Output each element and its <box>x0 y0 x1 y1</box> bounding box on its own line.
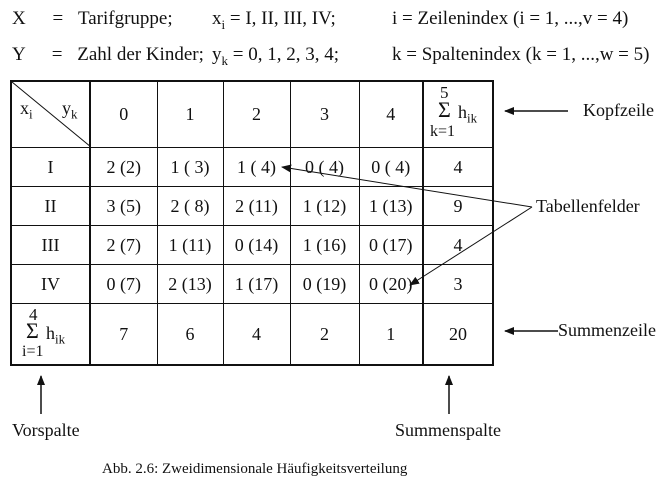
table-cell: 2 (2) <box>89 147 158 187</box>
table-cell: 1 (13) <box>358 186 424 226</box>
sum-row: 4 Σ hik i=1 7 6 4 2 1 20 <box>10 303 494 366</box>
figure-caption: Abb. 2.6: Zweidimensionale Häufigkeitsve… <box>102 461 408 477</box>
table-cell: 0 (19) <box>289 264 360 304</box>
table-cell: 0 ( 4) <box>289 147 360 187</box>
row-sum: 4 <box>422 147 494 187</box>
table-cell: 1 (17) <box>222 264 291 304</box>
table-cell: 2 ( 8) <box>156 186 224 226</box>
column-sum: 1 <box>358 303 424 366</box>
column-sum: 2 <box>289 303 360 366</box>
definition-line-y: Y = Zahl der Kinder; yk = 0, 1, 2, 3, 4;… <box>12 44 670 68</box>
sym-x: x <box>212 8 222 29</box>
table-cell: 0 (14) <box>222 225 291 265</box>
label-summenspalte: Summenspalte <box>395 420 501 440</box>
var-y-name: Zahl der Kinder; <box>77 44 204 65</box>
column-sum: 6 <box>156 303 224 366</box>
h-symbol: h <box>458 102 467 122</box>
sum-column-header: 5 Σ hik k=1 <box>422 80 494 148</box>
header-row: xi yk 0 1 2 3 4 5 Σ hik k=1 <box>10 80 494 148</box>
sum-lower-limit: k=1 <box>430 123 456 140</box>
table-cell: 0 (7) <box>89 264 158 304</box>
table-row: I 2 (2) 1 ( 3) 1 ( 4) 0 ( 4) 0 ( 4) 4 <box>10 147 494 187</box>
corner-y-sub: k <box>71 106 78 122</box>
sym-y: y <box>212 44 222 65</box>
corner-x-sub: i <box>29 106 33 122</box>
row-label: III <box>10 225 91 265</box>
table-row: III 2 (7) 1 (11) 0 (14) 1 (16) 0 (17) 4 <box>10 225 494 265</box>
col-header: 4 <box>358 80 424 148</box>
table-cell: 0 (17) <box>358 225 424 265</box>
sum-upper-limit: 5 <box>440 83 449 102</box>
definition-line-x: X = Tarifgruppe; xi = I, II, III, IV; i … <box>12 8 670 32</box>
grand-total: 20 <box>422 303 494 366</box>
table-cell: 2 (11) <box>222 186 291 226</box>
label-summenzeile: Summenzeile <box>558 320 656 340</box>
index-k: k = Spaltenindex (k = 1, ...,w = 5) <box>392 44 650 65</box>
tabellenfelder-arrow-1 <box>281 164 533 208</box>
table-cell: 1 ( 3) <box>156 147 224 187</box>
sum-upper-limit: 4 <box>29 305 38 324</box>
column-sum: 4 <box>222 303 291 366</box>
row-sum: 3 <box>422 264 494 304</box>
label-tabellenfelder: Tabellenfelder <box>536 196 640 216</box>
sigma-symbol: Σ <box>438 97 451 122</box>
eq-x: = <box>52 8 64 29</box>
h-symbol: h <box>46 323 55 343</box>
row-label: IV <box>10 264 91 304</box>
values-y: = 0, 1, 2, 3, 4; <box>232 44 339 65</box>
table-row: IV 0 (7) 2 (13) 1 (17) 0 (19) 0 (20) 3 <box>10 264 494 304</box>
values-x: = I, II, III, IV; <box>229 8 336 29</box>
col-header: 0 <box>89 80 158 148</box>
table-cell: 1 (16) <box>289 225 360 265</box>
corner-x: x <box>20 98 29 118</box>
frequency-table: xi yk 0 1 2 3 4 5 Σ hik k=1 I 2 (2) 1 ( … <box>10 80 494 366</box>
corner-cell: xi yk <box>10 80 91 148</box>
label-vorspalte: Vorspalte <box>12 420 80 440</box>
eq-y: = <box>51 44 63 65</box>
index-i: i = Zeilenindex (i = 1, ...,v = 4) <box>392 8 629 29</box>
sym-y-sub: k <box>221 52 229 68</box>
corner-y: y <box>62 98 71 118</box>
var-y: Y <box>12 44 26 65</box>
label-kopfzeile: Kopfzeile <box>583 100 654 120</box>
sigma-symbol: Σ <box>26 318 39 343</box>
sum-lower-limit: i=1 <box>22 343 44 360</box>
h-sub: ik <box>55 331 66 347</box>
corner-diagonal <box>12 82 91 147</box>
tabellenfelder-arrow-2 <box>409 206 533 286</box>
var-x: X <box>12 8 26 29</box>
table-cell: 2 (13) <box>156 264 224 304</box>
table-cell: 0 ( 4) <box>358 147 424 187</box>
table-cell: 3 (5) <box>89 186 158 226</box>
h-sub: ik <box>467 110 478 126</box>
sym-x-sub: i <box>221 16 226 32</box>
var-x-name: Tarifgruppe; <box>77 8 173 29</box>
sum-row-label: 4 Σ hik i=1 <box>10 303 91 366</box>
